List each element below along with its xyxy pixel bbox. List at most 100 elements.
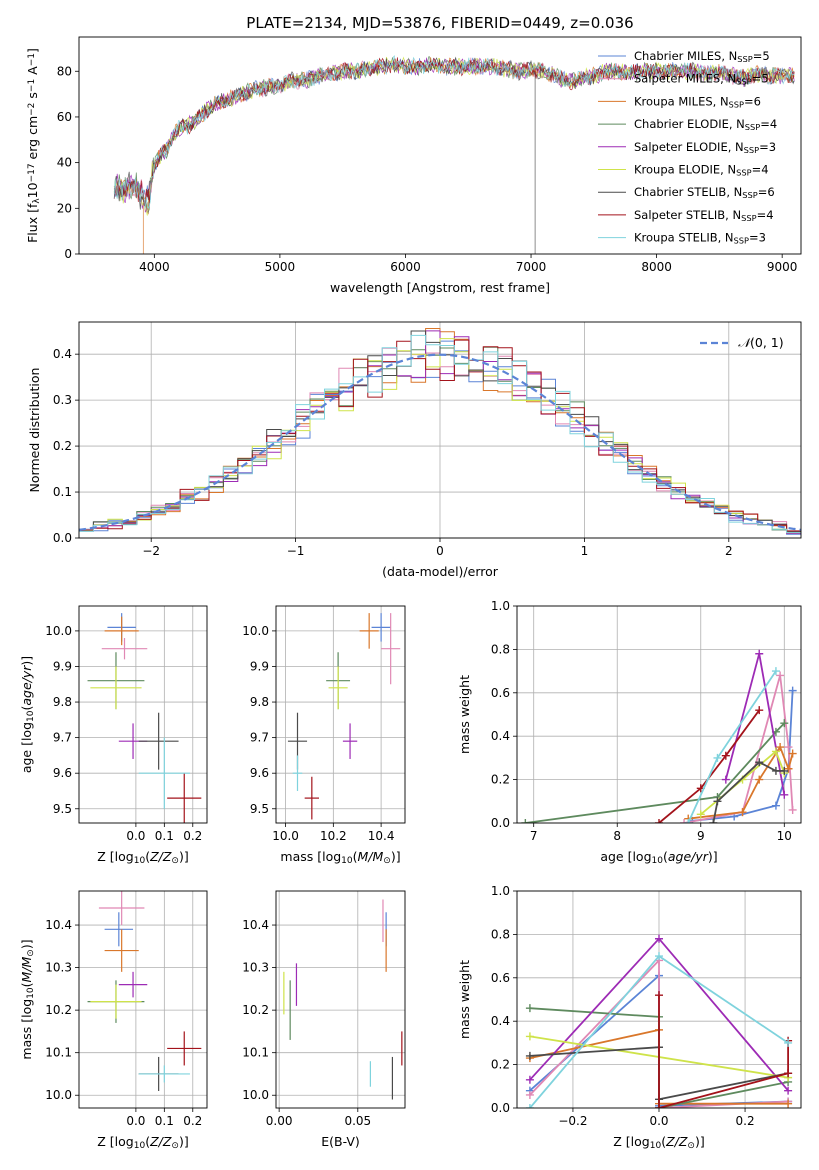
y-tick-label: 0.0 [491, 1101, 510, 1115]
x-tick-label: 0.00 [266, 1114, 293, 1128]
plot-area-weights_vs_Z [525, 934, 793, 1108]
y-tick-label: 9.7 [53, 731, 72, 745]
weight-line-kroupa-miles [688, 745, 794, 820]
x-tick-label: 0.1 [155, 829, 174, 843]
spectrum-legend: Chabrier MILES, NSSP=5 Salpeter MILES, NS… [598, 49, 777, 246]
x-tick-label: 0 [436, 544, 444, 558]
weight-marker [721, 775, 730, 784]
y-tick-label: 10.3 [242, 961, 269, 975]
legend-label-kroupa-stelib: Kroupa STELIB, NSSP=3 [634, 231, 766, 246]
axes-frame [516, 890, 802, 1109]
y-tick-label: 0.4 [491, 729, 510, 743]
errorbar-point-kroupa-stelib [138, 737, 190, 809]
axes-frame [78, 36, 802, 255]
weight-marker [521, 819, 530, 823]
legend-label-chabrier-stelib: Chabrier STELIB, NSSP=6 [634, 185, 775, 200]
y-tick-label: 0.3 [53, 393, 72, 407]
panel-age_vs_mass: 10.0 10.2 10.4 9.5 9.6 9.7 9.8 9.9 10.0 mass [log… [242, 605, 406, 866]
weight-marker [755, 775, 764, 784]
x-tick-label: 7000 [516, 260, 547, 274]
y-tick-label: 0.2 [53, 439, 72, 453]
y-tick-label: 10.3 [45, 961, 72, 975]
figure-title: PLATE=2134, MJD=53876, FIBERID=0449, z=0… [246, 14, 633, 32]
errorbar-point-chabrier-miles [104, 912, 134, 947]
axes-frame [78, 605, 208, 824]
weight-marker [771, 766, 780, 775]
weight-marker [784, 1038, 793, 1047]
y-tick-label: 80 [57, 64, 72, 78]
errorbar-point-salpeter-elodie [342, 723, 358, 759]
y-tick-label: 10.4 [242, 918, 269, 932]
plot-area-age_vs_Z [87, 613, 202, 823]
y-tick-label: 9.9 [250, 659, 269, 673]
x-tick-label: 10.2 [320, 829, 347, 843]
panel-residuals: −2 −1 0 1 2 0.0 0.1 0.2 0.3 0.4 (data-model)/error… [27, 321, 802, 579]
normal-curve [79, 353, 801, 531]
x-axis-label: Z [log10(Z/Z⊙)] [97, 1134, 188, 1151]
weight-marker [776, 743, 785, 752]
y-tick-label: 0.4 [491, 1014, 510, 1028]
x-tick-label: 10 [777, 829, 792, 843]
weight-marker [525, 1032, 534, 1041]
errorbar-point-kroupa-elodie [328, 666, 348, 710]
weight-line-salpeter-stelib [658, 709, 760, 823]
x-tick-label: 0.0 [649, 1114, 668, 1128]
plot-area-age_vs_mass [287, 613, 401, 820]
errorbar-point-salpeter-miles [98, 891, 145, 926]
spectrum-line-kroupa-miles [113, 57, 795, 254]
weight-marker [738, 808, 747, 817]
axes-frame [275, 605, 406, 824]
panel-weights_vs_Z: −0.2 0.0 0.2 0.0 0.2 0.4 0.6 0.8 1.0 Z [log10(Z/Z… [457, 884, 802, 1151]
x-tick-label: 8 [613, 829, 621, 843]
x-tick-label: 10.0 [272, 829, 299, 843]
weight-marker [780, 766, 789, 775]
legend-label-normal: 𝒩(0, 1) [738, 335, 784, 350]
y-tick-label: 0.6 [491, 971, 510, 985]
y-tick-label: 9.5 [250, 802, 269, 816]
y-tick-label: 9.6 [53, 766, 72, 780]
weight-marker [755, 758, 764, 767]
plot-area-mass_vs_ebv [283, 899, 403, 1100]
spectrum-line-kroupa-stelib [113, 55, 795, 210]
weight-marker [721, 751, 730, 760]
y-tick-label: 9.7 [250, 731, 269, 745]
y-axis-label: Normed distribution [27, 368, 42, 493]
x-tick-label: 0.2 [183, 1114, 202, 1128]
y-tick-label: 0.2 [491, 1058, 510, 1072]
x-axis-label: wavelength [Angstrom, rest frame] [330, 280, 550, 295]
x-tick-label: 5000 [265, 260, 296, 274]
weight-marker [771, 667, 780, 676]
weight-marker [525, 1051, 534, 1060]
x-tick-label: 8000 [641, 260, 672, 274]
errorbar-point-kroupa-elodie [90, 984, 142, 1019]
y-tick-label: 10.0 [242, 1088, 269, 1102]
y-tick-label: 0.8 [491, 642, 510, 656]
x-axis-label: Z [log10(Z/Z⊙)] [97, 849, 188, 866]
y-tick-label: 10.4 [45, 918, 72, 932]
weight-marker [755, 649, 764, 658]
y-tick-label: 10.0 [45, 624, 72, 638]
x-tick-label: 6000 [390, 260, 421, 274]
x-tick-label: 9 [697, 829, 705, 843]
weight-marker [788, 749, 797, 758]
y-tick-label: 0.6 [491, 686, 510, 700]
weight-marker [771, 801, 780, 810]
y-tick-label: 10.2 [242, 1003, 269, 1017]
axes-frame [78, 890, 208, 1109]
panel-mass_vs_ebv: 0.00 0.05 10.0 10.1 10.2 10.3 10.4 E(B-V) [242, 890, 406, 1149]
x-tick-label: 0.0 [126, 1114, 145, 1128]
weight-line-salpeter-stelib [658, 995, 789, 1108]
x-tick-label: 0.2 [736, 1114, 755, 1128]
y-tick-label: 0 [64, 247, 72, 261]
legend-label-salpeter-stelib: Salpeter STELIB, NSSP=4 [634, 208, 774, 223]
y-tick-label: 9.6 [250, 766, 269, 780]
x-axis-label: Z [log10(Z/Z⊙)] [613, 1134, 704, 1151]
x-tick-label: 1 [581, 544, 589, 558]
legend-label-salpeter-elodie: Salpeter ELODIE, NSSP=3 [634, 140, 776, 155]
errorbar-point-kroupa-stelib [138, 1065, 190, 1083]
legend-label-chabrier-miles: Chabrier MILES, NSSP=5 [634, 49, 770, 64]
axes-frame [78, 321, 802, 539]
y-tick-label: 0.0 [53, 531, 72, 545]
y-tick-label: 0.2 [491, 773, 510, 787]
panel-weights_vs_age: 7 8 9 10 0.0 0.2 0.4 0.6 0.8 1.0 age [log10(age/yr… [457, 599, 802, 866]
